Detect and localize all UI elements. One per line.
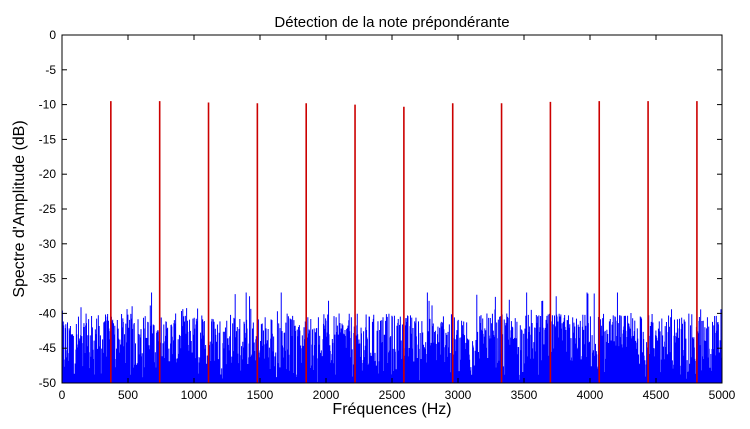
y-tick-label: -45 bbox=[39, 341, 57, 355]
noise-series bbox=[61, 292, 723, 383]
noise-spectrum-line bbox=[61, 292, 723, 383]
y-tick-label: -35 bbox=[39, 272, 57, 286]
y-tick-label: 0 bbox=[49, 28, 56, 42]
x-tick-label: 3500 bbox=[511, 388, 538, 402]
y-tick-label: -10 bbox=[39, 98, 57, 112]
x-tick-label: 1500 bbox=[247, 388, 274, 402]
y-tick-label: -20 bbox=[39, 167, 57, 181]
y-tick-label: -50 bbox=[39, 376, 57, 390]
peak-series bbox=[110, 101, 698, 383]
x-axis-label: Fréquences (Hz) bbox=[332, 401, 451, 418]
x-tick-label: 5000 bbox=[709, 388, 736, 402]
y-axis-label: Spectre d'Amplitude (dB) bbox=[11, 120, 28, 297]
x-tick-label: 1000 bbox=[181, 388, 208, 402]
x-tick-label: 2000 bbox=[313, 388, 340, 402]
x-tick-label: 2500 bbox=[379, 388, 406, 402]
x-tick-label: 4000 bbox=[577, 388, 604, 402]
y-tick-label: -40 bbox=[39, 306, 57, 320]
chart-title: Détection de la note prépondérante bbox=[274, 14, 509, 31]
y-tick-label: -30 bbox=[39, 237, 57, 251]
y-axis: 0 -5 -10 -15 -20 -25 -30 -35 -40 -45 -50 bbox=[39, 28, 722, 390]
y-tick-label: -5 bbox=[45, 63, 56, 77]
x-tick-label: 0 bbox=[59, 388, 66, 402]
y-tick-label: -25 bbox=[39, 202, 57, 216]
y-tick-label: -15 bbox=[39, 132, 57, 146]
x-axis: 0 500 1000 1500 2000 2500 3000 3500 4000 4500 5000 bbox=[59, 35, 736, 402]
x-tick-label: 4500 bbox=[643, 388, 670, 402]
x-tick-label: 500 bbox=[118, 388, 138, 402]
x-tick-label: 3000 bbox=[445, 388, 472, 402]
